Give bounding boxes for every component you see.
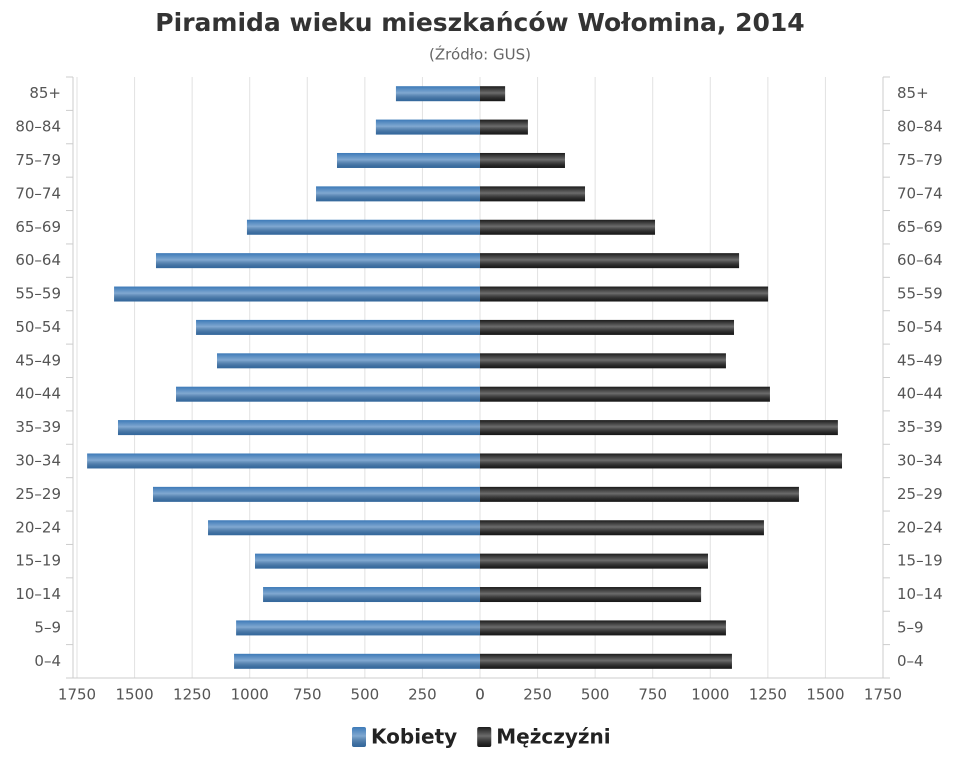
y-tick-label: 40–44 bbox=[897, 385, 943, 403]
bar-shine bbox=[480, 286, 769, 302]
bar-shine bbox=[480, 186, 586, 202]
chart-title: Piramida wieku mieszkańców Wołomina, 201… bbox=[155, 8, 804, 37]
legend-label: Kobiety bbox=[371, 725, 457, 749]
bar-shine bbox=[395, 86, 480, 102]
bar-shine bbox=[196, 319, 480, 335]
bar-shine bbox=[263, 587, 480, 603]
x-tick-label: 1750 bbox=[58, 686, 96, 704]
x-tick-label: 500 bbox=[581, 686, 610, 704]
bar-shine bbox=[480, 253, 740, 269]
bar-shine bbox=[480, 152, 565, 168]
y-tick-label: 35–39 bbox=[897, 418, 943, 436]
bar-shine bbox=[480, 453, 843, 469]
y-tick-label: 30–34 bbox=[897, 451, 943, 469]
legend-shine bbox=[352, 727, 366, 747]
y-tick-label: 10–14 bbox=[15, 585, 61, 603]
y-tick-label: 80–84 bbox=[15, 118, 61, 136]
bar-shine bbox=[480, 319, 735, 335]
x-tick-label: 250 bbox=[523, 686, 552, 704]
y-tick-label: 60–64 bbox=[15, 251, 61, 269]
y-tick-label: 45–49 bbox=[15, 351, 61, 369]
y-tick-label: 5–9 bbox=[34, 618, 61, 636]
bar-shine bbox=[480, 587, 702, 603]
y-tick-label: 30–34 bbox=[15, 451, 61, 469]
y-tick-label: 65–69 bbox=[15, 218, 61, 236]
y-tick-label: 0–4 bbox=[34, 652, 61, 670]
x-tick-label: 1000 bbox=[691, 686, 729, 704]
bar-shine bbox=[234, 653, 480, 669]
x-tick-label: 1750 bbox=[864, 686, 902, 704]
legend-label: Mężczyźni bbox=[496, 725, 610, 749]
y-tick-label: 5–9 bbox=[897, 618, 924, 636]
y-tick-label: 15–19 bbox=[15, 552, 61, 570]
x-tick-label: 250 bbox=[408, 686, 437, 704]
y-tick-label: 75–79 bbox=[897, 151, 943, 169]
y-tick-label: 50–54 bbox=[897, 318, 943, 336]
x-tick-label: 1250 bbox=[749, 686, 787, 704]
bar-shine bbox=[480, 119, 528, 135]
bar-shine bbox=[255, 553, 480, 569]
x-tick-label: 750 bbox=[638, 686, 667, 704]
y-tick-label: 25–29 bbox=[897, 485, 943, 503]
bar-shine bbox=[114, 286, 481, 302]
y-tick-label: 70–74 bbox=[15, 184, 61, 202]
y-tick-label: 50–54 bbox=[15, 318, 61, 336]
x-tick-label: 750 bbox=[293, 686, 322, 704]
y-tick-label: 85+ bbox=[897, 84, 929, 102]
bar-shine bbox=[246, 219, 480, 235]
bar-shine bbox=[117, 420, 481, 436]
y-tick-label: 85+ bbox=[29, 84, 61, 102]
bar-shine bbox=[87, 453, 480, 469]
y-tick-label: 55–59 bbox=[15, 285, 61, 303]
bar-shine bbox=[316, 186, 480, 202]
y-tick-label: 15–19 bbox=[897, 552, 943, 570]
bar-shine bbox=[480, 353, 726, 369]
y-tick-label: 25–29 bbox=[15, 485, 61, 503]
bar-shine bbox=[480, 553, 708, 569]
x-tick-label: 1500 bbox=[806, 686, 844, 704]
bar-shine bbox=[336, 152, 480, 168]
legend-shine bbox=[477, 727, 492, 747]
y-tick-label: 20–24 bbox=[15, 518, 61, 536]
bar-shine bbox=[480, 386, 770, 402]
y-tick-label: 80–84 bbox=[897, 118, 943, 136]
y-tick-label: 45–49 bbox=[897, 351, 943, 369]
bar-shine bbox=[217, 353, 480, 369]
chart-subtitle: (Źródło: GUS) bbox=[429, 45, 531, 64]
y-tick-label: 65–69 bbox=[897, 218, 943, 236]
bar-shine bbox=[236, 620, 480, 636]
x-tick-label: 1250 bbox=[173, 686, 211, 704]
bar-shine bbox=[480, 219, 656, 235]
y-tick-label: 20–24 bbox=[897, 518, 943, 536]
y-tick-label: 55–59 bbox=[897, 285, 943, 303]
y-tick-label: 75–79 bbox=[15, 151, 61, 169]
x-tick-label: 0 bbox=[475, 686, 485, 704]
y-tick-label: 10–14 bbox=[897, 585, 943, 603]
bar-shine bbox=[208, 520, 480, 536]
x-tick-label: 0 bbox=[475, 686, 485, 704]
bar-shine bbox=[152, 486, 480, 502]
y-tick-label: 70–74 bbox=[897, 184, 943, 202]
bar-shine bbox=[375, 119, 480, 135]
y-tick-label: 40–44 bbox=[15, 385, 61, 403]
bar-shine bbox=[480, 420, 838, 436]
y-tick-label: 0–4 bbox=[897, 652, 924, 670]
bar-shine bbox=[480, 86, 506, 102]
x-tick-label: 1500 bbox=[115, 686, 153, 704]
x-tick-label: 500 bbox=[351, 686, 380, 704]
bar-shine bbox=[480, 653, 732, 669]
bar-shine bbox=[155, 253, 480, 269]
y-tick-label: 60–64 bbox=[897, 251, 943, 269]
bar-shine bbox=[480, 486, 799, 502]
bar-shine bbox=[480, 520, 764, 536]
bar-shine bbox=[176, 386, 480, 402]
y-tick-label: 35–39 bbox=[15, 418, 61, 436]
bar-shine bbox=[480, 620, 726, 636]
x-tick-label: 1000 bbox=[231, 686, 269, 704]
